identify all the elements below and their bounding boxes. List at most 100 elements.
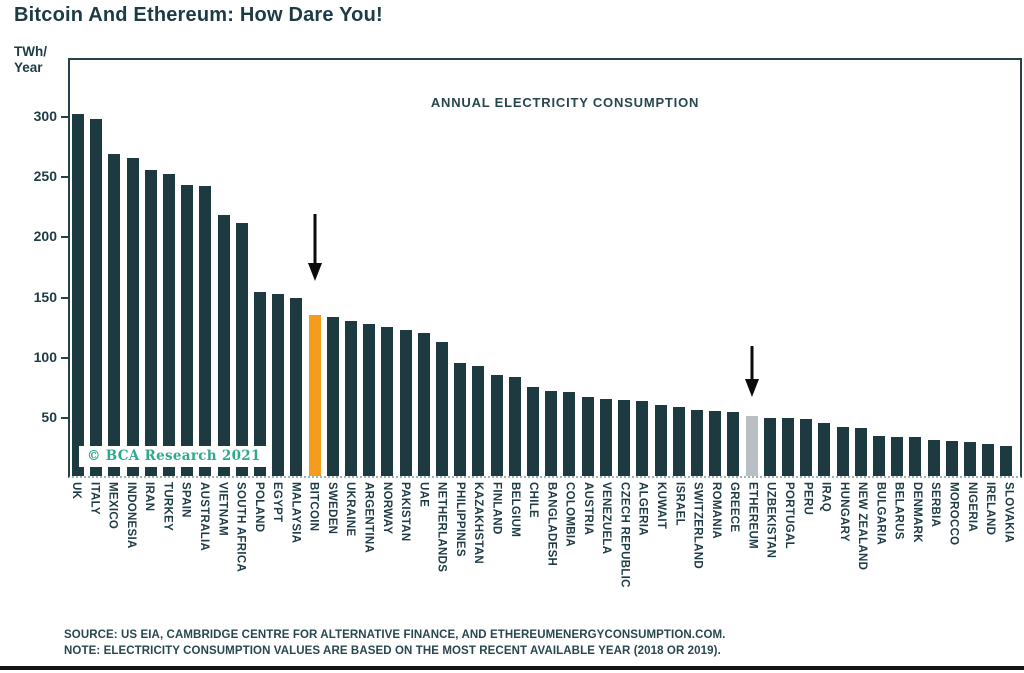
x-axis-label-uzbekistan: UZBEKISTAN <box>765 482 777 616</box>
y-axis-unit-label: TWh/ Year <box>14 44 47 76</box>
y-tick-label: 200 <box>33 228 57 245</box>
x-axis-label-text: ITALY <box>88 482 101 515</box>
bar-bangladesh <box>545 391 558 476</box>
x-axis-label-belgium: BELGIUM <box>509 482 521 616</box>
x-axis-label-philippines: PHILIPPINES <box>454 482 466 616</box>
y-tick-label: 50 <box>41 408 57 425</box>
bar-switzerland <box>690 410 703 476</box>
bar-vietnam <box>217 215 230 476</box>
x-axis-label-ethereum: ETHEREUM <box>746 482 758 616</box>
x-axis-label-morocco: MOROCCO <box>948 482 960 616</box>
x-axis-label-text: DENMARK <box>910 482 923 543</box>
x-axis-label-text: SPAIN <box>179 482 192 518</box>
x-axis-label-text: ROMANIA <box>709 482 722 540</box>
bars-container <box>70 60 1020 476</box>
bar-czech-republic <box>618 400 631 476</box>
x-axis-label-venezuela: VENEZUELA <box>600 482 612 616</box>
x-axis-label-slovakia: SLOVAKIA <box>1002 482 1014 616</box>
x-axis-label-uk: UK <box>70 482 82 616</box>
bar-portugal <box>781 418 794 476</box>
x-axis-label-text: PERU <box>801 482 814 516</box>
bar-uzbekistan <box>763 418 776 476</box>
source-line: SOURCE: US EIA, CAMBRIDGE CENTRE FOR ALT… <box>64 629 726 641</box>
x-axis-label-text: PORTUGAL <box>782 482 795 549</box>
x-axis-label-text: SOUTH AFRICA <box>234 482 247 573</box>
x-axis-label-serbia: SERBIA <box>929 482 941 616</box>
x-axis-label-text: AUSTRIA <box>581 482 594 536</box>
x-axis-label-netherlands: NETHERLANDS <box>436 482 448 616</box>
x-axis-label-text: ARGENTINA <box>362 482 375 554</box>
bar-algeria <box>636 401 649 476</box>
x-axis-label-peru: PERU <box>801 482 813 616</box>
x-axis-label-turkey: TURKEY <box>161 482 173 616</box>
bar-new-zealand <box>854 428 867 476</box>
x-axis-label-text: KUWAIT <box>655 482 667 530</box>
x-axis-label-italy: ITALY <box>88 482 100 616</box>
x-axis-label-text: UK <box>70 482 82 500</box>
x-axis-label-text: ISRAEL <box>673 482 686 526</box>
x-axis-label-kuwait: KUWAIT <box>655 482 667 616</box>
bottom-divider <box>0 666 1024 670</box>
x-axis-label-portugal: PORTUGAL <box>783 482 795 616</box>
bar-italy <box>90 119 103 476</box>
x-axis-label-czech-republic: CZECH REPUBLIC <box>618 482 630 616</box>
bar-norway <box>381 327 394 476</box>
bar-south-africa <box>235 223 248 476</box>
bar-poland <box>254 292 267 476</box>
x-axis-label-indonesia: INDONESIA <box>125 482 137 616</box>
x-axis-label-sweden: SWEDEN <box>326 482 338 616</box>
x-axis-label-bitcoin: BITCOIN <box>308 482 320 616</box>
x-axis-label-text: CZECH REPUBLIC <box>618 482 631 588</box>
x-axis-labels: UK ITALY MEXICO INDONESIA IRAN TURKEY SPAIN AUS… <box>68 482 1022 616</box>
bar-uae <box>417 333 430 476</box>
x-axis-label-text: IRAQ <box>819 482 832 512</box>
bar-ukraine <box>345 321 358 476</box>
x-axis-label-text: BANGLADESH <box>545 482 558 567</box>
x-axis-label-romania: ROMANIA <box>710 482 722 616</box>
x-axis-label-ukraine: UKRAINE <box>344 482 356 616</box>
page-title: Bitcoin And Ethereum: How Dare You! <box>14 4 383 26</box>
bar-philippines <box>454 363 467 476</box>
x-axis-label-south-africa: SOUTH AFRICA <box>235 482 247 616</box>
x-axis-label-new-zealand: NEW ZEALAND <box>856 482 868 616</box>
x-axis-label-text: AUSTRALIA <box>197 482 210 552</box>
x-axis-label-algeria: ALGERIA <box>637 482 649 616</box>
x-axis-label-pakistan: PAKISTAN <box>399 482 411 616</box>
x-axis-label-argentina: ARGENTINA <box>363 482 375 616</box>
bar-romania <box>709 411 722 476</box>
x-axis-label-malaysia: MALAYSIA <box>289 482 301 616</box>
x-axis-label-text: POLAND <box>252 482 265 533</box>
chart-title: ANNUAL ELECTRICITY CONSUMPTION <box>430 95 700 110</box>
bar-greece <box>727 412 740 476</box>
x-axis-label-bulgaria: BULGARIA <box>874 482 886 616</box>
x-axis-label-poland: POLAND <box>253 482 265 616</box>
bar-denmark <box>909 437 922 476</box>
x-axis-label-mexico: MEXICO <box>107 482 119 616</box>
x-axis-label-bangladesh: BANGLADESH <box>545 482 557 616</box>
x-axis-label-iraq: IRAQ <box>820 482 832 616</box>
x-axis-label-text: SLOVAKIA <box>1002 482 1015 543</box>
x-axis-label-belarus: BELARUS <box>893 482 905 616</box>
bar-venezuela <box>599 399 612 476</box>
x-axis-label-text: MOROCCO <box>947 482 960 546</box>
x-axis-label-text: UAE <box>417 482 430 508</box>
source-note: SOURCE: US EIA, CAMBRIDGE CENTRE FOR ALT… <box>64 627 726 659</box>
x-axis-label-text: UZBEKISTAN <box>764 482 777 559</box>
bar-turkey <box>163 174 176 476</box>
bar-sweden <box>326 317 339 476</box>
y-tick-label: 250 <box>33 168 57 185</box>
x-axis-label-finland: FINLAND <box>490 482 502 616</box>
x-axis-label-text: BELGIUM <box>508 482 521 538</box>
x-axis-label-text: CHILE <box>527 482 540 518</box>
bar-colombia <box>563 392 576 476</box>
bar-bitcoin <box>308 315 321 476</box>
x-axis-label-egypt: EGYPT <box>271 482 283 616</box>
x-axis-label-text: PHILIPPINES <box>453 482 466 557</box>
x-axis-label-text: VENEZUELA <box>600 482 613 555</box>
x-axis-label-text: NIGERIA <box>965 482 978 533</box>
x-axis-label-iran: IRAN <box>143 482 155 616</box>
plot-area: ANNUAL ELECTRICITY CONSUMPTION © BCA Res… <box>68 58 1022 478</box>
bar-austria <box>581 397 594 476</box>
bitcoin-arrow-icon <box>307 214 322 281</box>
bar-egypt <box>272 294 285 476</box>
